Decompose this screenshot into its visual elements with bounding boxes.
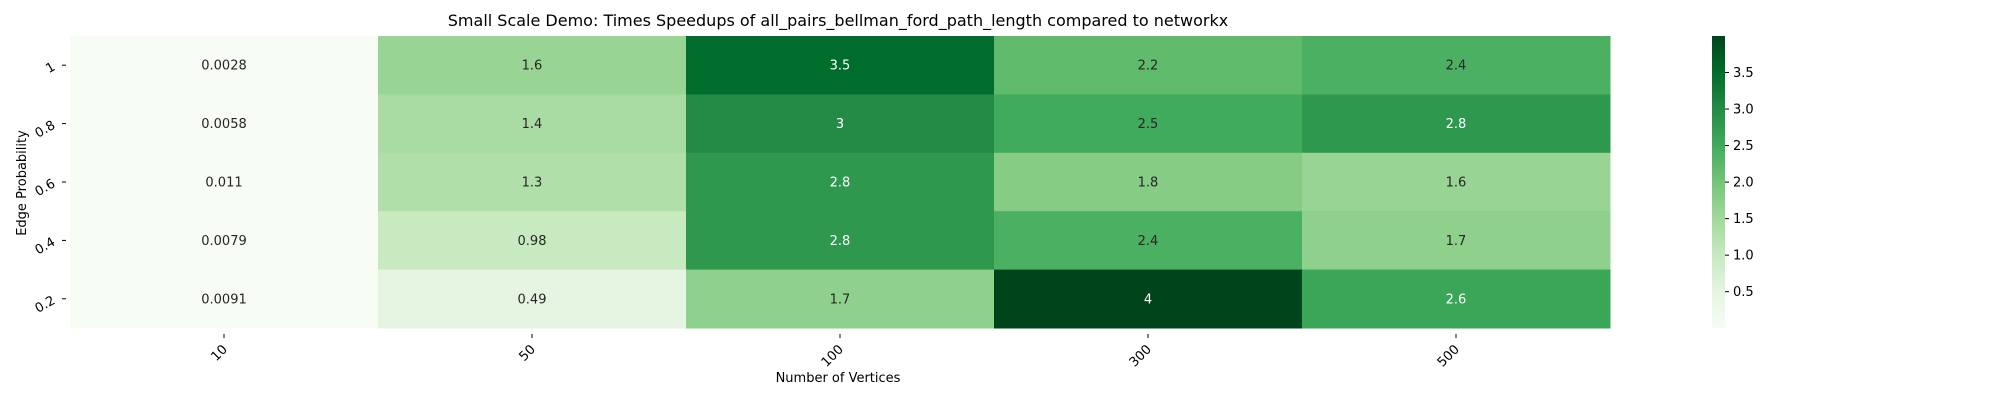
chart-title: Small Scale Demo: Times Speedups of all_… [448, 11, 1228, 31]
heatmap-cell [994, 152, 1303, 212]
colorbar-ticks: 0.5 1.0 1.5 2.0 2.5 3.0 3.5 [1725, 66, 1754, 300]
heatmap-cell [70, 269, 379, 329]
y-tick-label: 1 [43, 60, 58, 77]
colorbar: 0.5 1.0 1.5 2.0 2.5 3.0 3.5 [1712, 36, 1754, 328]
colorbar-tick-label: 1.5 [1733, 212, 1754, 227]
heatmap-cells [70, 36, 1611, 329]
heatmap-cell [378, 152, 687, 212]
cell-annotation: 2.2 [1138, 59, 1159, 74]
heatmap-cell [994, 211, 1303, 271]
x-tick-label: 50 [517, 342, 539, 364]
cell-annotation: 0.0091 [201, 292, 247, 307]
cell-annotation: 1.3 [522, 176, 543, 191]
heatmap-cell [1302, 152, 1611, 212]
heatmap-cell [994, 36, 1303, 95]
y-tick-label: 0.6 [33, 176, 58, 199]
heatmap-cell [378, 269, 687, 329]
heatmap-cell [994, 269, 1303, 329]
y-axis-label: Edge Probability [15, 130, 30, 236]
heatmap-cell [994, 94, 1303, 154]
y-tick-label: 0.8 [33, 118, 58, 141]
cell-annotation: 0.0079 [201, 234, 247, 249]
colorbar-tick-label: 3.5 [1733, 66, 1754, 81]
heatmap-cell [686, 94, 995, 154]
cell-annotation: 0.98 [518, 234, 547, 249]
heatmap-cell [70, 211, 379, 271]
x-tick-label: 100 [819, 342, 847, 370]
cell-annotation: 2.8 [830, 234, 851, 249]
cell-annotation: 0.0058 [201, 117, 247, 132]
heatmap-cell [1302, 269, 1611, 329]
cell-annotation: 1.7 [1446, 234, 1467, 249]
heatmap-cell [1302, 211, 1611, 271]
heatmap-cell [70, 36, 379, 95]
heatmap-cell [378, 94, 687, 154]
colorbar-gradient [1712, 36, 1725, 328]
heatmap-cell [686, 211, 995, 271]
x-tick-label: 500 [1435, 342, 1463, 370]
cell-annotation: 1.4 [522, 117, 543, 132]
colorbar-tick-label: 2.5 [1733, 139, 1754, 154]
heatmap-cell [1302, 94, 1611, 154]
cell-annotation: 2.5 [1138, 117, 1159, 132]
cell-annotation: 0.49 [518, 292, 547, 307]
cell-annotation: 2.4 [1138, 234, 1159, 249]
x-axis-label: Number of Vertices [776, 371, 901, 386]
x-axis-ticks: 10 50 100 300 500 [209, 334, 1463, 370]
cell-annotation: 0.0028 [201, 59, 247, 74]
cell-annotation: 4 [1144, 292, 1152, 307]
cell-annotation: 2.8 [830, 176, 851, 191]
cell-annotation: 0.011 [205, 176, 242, 191]
cell-annotation: 1.6 [1446, 176, 1467, 191]
heatmap-cell [686, 152, 995, 212]
cell-annotation: 1.7 [830, 292, 851, 307]
colorbar-tick-label: 0.5 [1733, 285, 1754, 300]
cell-annotation: 3.5 [830, 59, 851, 74]
heatmap-cell [70, 94, 379, 154]
heatmap-cell [378, 211, 687, 271]
x-tick-label: 10 [209, 342, 231, 364]
colorbar-tick-label: 3.0 [1733, 103, 1754, 118]
x-tick-label: 300 [1127, 342, 1155, 370]
y-axis-ticks: 1 0.8 0.6 0.4 0.2 [33, 60, 66, 317]
heatmap-cell [378, 36, 687, 95]
heatmap-cell [70, 152, 379, 212]
cell-annotations: 0.0028 1.6 3.5 2.2 2.4 0.0058 1.4 3 2.5 2.8 0.011 1… [201, 59, 1466, 308]
colorbar-tick-label: 1.0 [1733, 249, 1754, 264]
cell-annotation: 2.6 [1446, 292, 1467, 307]
heatmap-cell [686, 36, 995, 95]
heatmap-cell [1302, 36, 1611, 95]
cell-annotation: 1.8 [1138, 176, 1159, 191]
heatmap-cell [686, 269, 995, 329]
cell-annotation: 1.6 [522, 59, 543, 74]
cell-annotation: 2.8 [1446, 117, 1467, 132]
colorbar-tick-label: 2.0 [1733, 176, 1754, 191]
cell-annotation: 3 [836, 117, 844, 132]
y-tick-label: 0.2 [33, 293, 58, 316]
cell-annotation: 2.4 [1446, 59, 1467, 74]
y-tick-label: 0.4 [33, 235, 58, 258]
